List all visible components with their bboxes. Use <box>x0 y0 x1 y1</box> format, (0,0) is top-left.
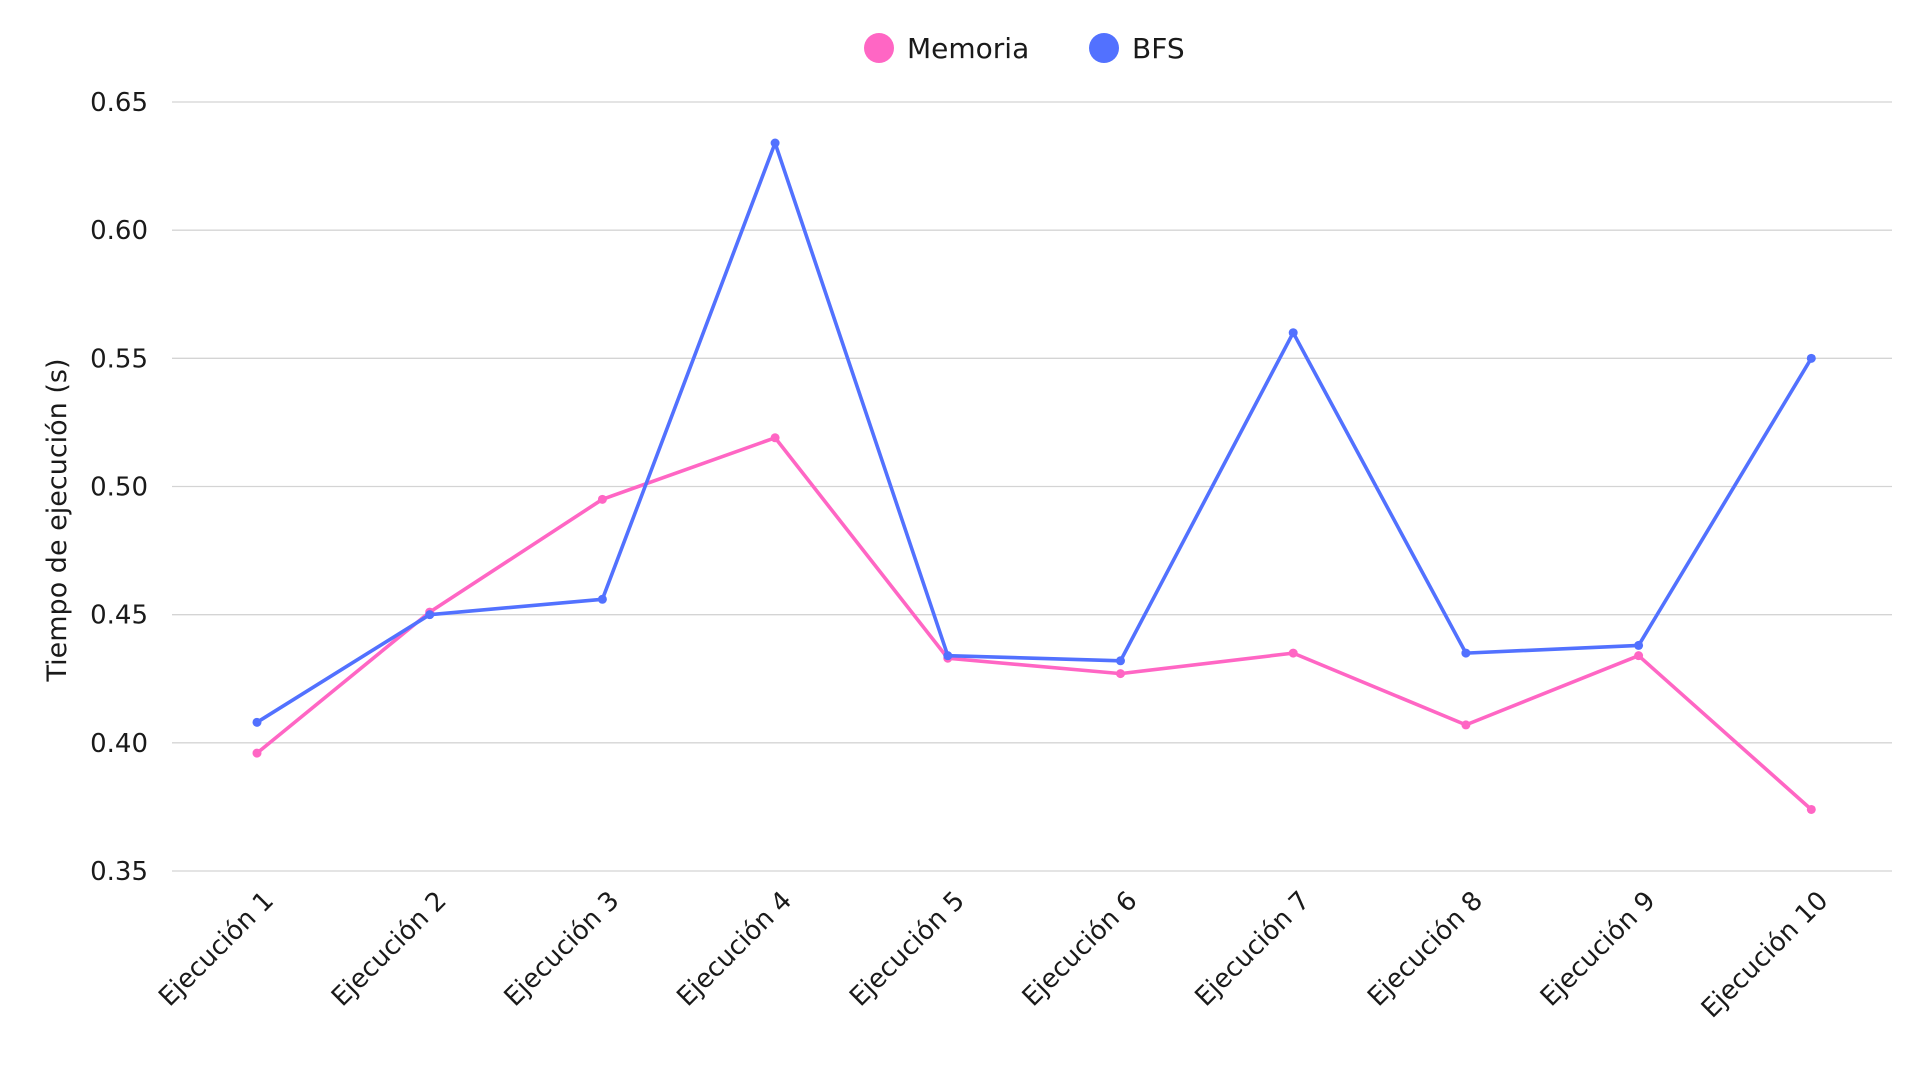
x-tick-label: Ejecución 7 <box>1189 886 1316 1013</box>
y-tick-label: 0.40 <box>90 729 148 759</box>
series-line <box>255 141 1814 725</box>
data-point <box>943 651 953 661</box>
data-point <box>597 594 607 604</box>
data-point <box>1634 640 1644 650</box>
series-layer <box>252 138 1816 814</box>
y-tick-label: 0.45 <box>90 601 148 631</box>
data-point <box>1288 328 1298 338</box>
x-tick-label: Ejecución 5 <box>844 886 971 1013</box>
series-bfs <box>252 138 1816 727</box>
x-tick-label: Ejecución 3 <box>499 886 626 1013</box>
legend-marker <box>1089 33 1119 63</box>
data-point <box>1634 651 1644 661</box>
x-tick-label: Ejecución 2 <box>326 886 453 1013</box>
x-tick-label: Ejecución 9 <box>1535 886 1662 1013</box>
data-point <box>1288 648 1298 658</box>
data-point <box>1806 353 1816 363</box>
series-memoria <box>252 433 1816 814</box>
legend-item-memoria: Memoria <box>864 32 1029 65</box>
x-tick-label: Ejecución 8 <box>1362 886 1489 1013</box>
y-axis-title: Tiempo de ejecución (s) <box>42 358 73 682</box>
legend-label: BFS <box>1132 32 1185 65</box>
gridlines <box>172 101 1892 872</box>
data-point <box>1806 804 1816 814</box>
data-point <box>252 748 262 758</box>
y-tick-label: 0.35 <box>90 857 148 887</box>
x-axis-tick-labels: Ejecución 1 Ejecución 2 Ejecución 3 Ejecuci… <box>153 886 1834 1024</box>
legend-marker <box>864 33 894 63</box>
data-point <box>252 717 262 727</box>
y-tick-label: 0.65 <box>90 88 148 118</box>
y-tick-label: 0.50 <box>90 473 148 503</box>
x-tick-label: Ejecución 10 <box>1696 886 1834 1024</box>
y-tick-label: 0.60 <box>90 216 148 246</box>
x-tick-label: Ejecución 6 <box>1017 886 1144 1013</box>
data-point <box>1116 656 1125 666</box>
data-point <box>597 494 607 504</box>
legend-label: Memoria <box>907 32 1029 65</box>
data-point <box>770 433 780 443</box>
legend: Memoria BFS <box>864 32 1185 65</box>
y-axis-tick-labels: 0.35 0.40 0.45 0.50 0.55 0.60 0.65 <box>90 88 148 887</box>
data-point <box>1461 720 1471 730</box>
data-point <box>1461 648 1471 658</box>
legend-item-bfs: BFS <box>1089 32 1185 65</box>
x-tick-label: Ejecución 1 <box>153 886 280 1013</box>
data-point <box>770 138 780 148</box>
data-point <box>1116 669 1125 679</box>
data-point <box>425 610 435 620</box>
series-line <box>255 435 1814 812</box>
y-tick-label: 0.55 <box>90 344 148 374</box>
x-tick-label: Ejecución 4 <box>671 886 798 1013</box>
